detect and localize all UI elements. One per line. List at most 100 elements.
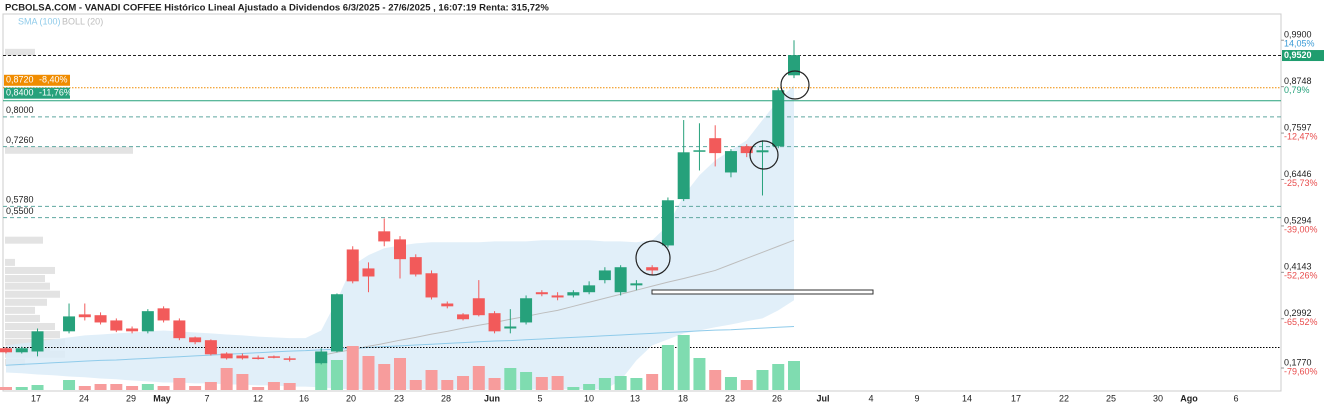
level-label: 0,8400 [6,88,34,98]
volume-profile-bar [5,236,43,244]
level-label: 0,8000 [6,105,34,115]
y-tick-change: 14,05% [1284,39,1315,49]
candle-body [441,303,454,307]
level-change: -8,40% [39,75,68,85]
volume-bar [141,384,154,390]
x-tick-label: Jul [816,393,829,403]
volume-profile-bar [5,146,133,154]
chart-title: PCBOLSA.COM - VANADI COFFEE Histórico Li… [5,3,549,14]
volume-bar [472,366,485,390]
candle-body [252,357,265,360]
volume-bar [535,377,548,390]
candle-body [598,270,611,281]
candle-body [425,273,438,298]
y-tick-change: -39,00% [1284,224,1318,234]
candle-body [173,320,186,339]
volume-bar [772,364,785,390]
volume-bar [157,386,170,390]
candle-body [583,285,596,293]
level-label-box [4,87,70,99]
candle-body [630,283,643,286]
y-tick-change: 0,79% [1284,85,1310,95]
volume-bar [110,384,123,390]
volume-bar [441,380,454,390]
candle-body [472,298,485,316]
volume-bar [583,384,596,390]
volume-bar [488,378,501,390]
annotation-layer: SMA (100) BOLL (20) 0,8720 -8,40% 0,8400 -11,… [4,16,1324,403]
candle-body [724,151,737,173]
x-tick-label: 6 [1233,393,1238,403]
y-tick-label: 0,2992 [1284,308,1312,318]
volume-bar [63,380,76,390]
volume-bar [362,356,375,390]
x-tick-label: 16 [299,393,309,403]
candle-body [267,356,280,358]
volume-bar [189,386,202,390]
candle-body [614,267,627,293]
x-tick-label: 28 [441,393,451,403]
volume-profile-bar [5,48,35,56]
x-tick-label: Ago [1180,393,1198,403]
price-label: 0,9520 [1284,50,1312,60]
annotation-circle [780,70,810,100]
volume-bar [173,378,186,390]
volume-profile-bar [5,275,45,283]
candle-body [520,298,533,323]
candle-body [488,313,501,332]
candle-body [788,55,800,76]
level-label: 0,7260 [6,135,34,145]
candle-body [220,353,233,359]
x-tick-label: 7 [204,393,209,403]
sma-line [5,325,795,366]
candle-body [94,315,107,323]
y-tick-label: 0,5294 [1284,215,1312,225]
drawn-box [651,289,874,295]
legend-entry: BOLL (20) [62,16,103,26]
bollinger-mid [321,239,795,357]
candle-body [63,316,76,332]
y-tick-label: 0,8748 [1284,76,1312,86]
volume-bar [457,376,470,390]
volume-bar [425,370,438,390]
candle-body [740,146,753,154]
volume-bar [346,346,359,390]
volume-bar [267,382,280,390]
candle-body [535,292,548,295]
volume-profile-bar [5,298,47,306]
x-tick-label: 26 [772,393,782,403]
candle-body [378,231,391,242]
level-label: 0,5780 [6,195,34,205]
volume-bar [677,335,690,390]
level-label-box [4,74,70,86]
volume-bar [520,372,533,390]
y-tick-label: 0,9900 [1284,30,1312,40]
volume-bar [740,380,753,390]
x-tick-label: 17 [31,393,41,403]
legend-entry: SMA (100) [18,16,61,26]
volume-bar [330,360,343,390]
volume-bar [378,364,391,390]
candle-body [157,308,170,321]
volume-bar [236,374,249,390]
candle-body [236,355,249,359]
candle-body [551,295,564,298]
volume-bar [0,387,12,390]
x-tick-label: 25 [1106,393,1116,403]
volume-profile-bar [5,290,60,298]
volume-bar [567,387,580,390]
level-label: 0,8720 [6,75,34,85]
y-tick-change: -65,52% [1284,317,1318,327]
volume-bar [409,380,422,390]
x-tick-label: 10 [584,393,594,403]
candle-body [362,268,375,277]
candle-body [457,314,470,320]
volume-bar [788,361,800,390]
candle-body [394,239,406,260]
x-tick-label: May [153,393,171,403]
x-tick-label: 14 [962,393,972,403]
volume-bar [15,387,28,390]
x-tick-label: 5 [537,393,542,403]
y-tick-change: -79,60% [1284,366,1318,376]
y-tick-label: 0,4143 [1284,262,1312,272]
